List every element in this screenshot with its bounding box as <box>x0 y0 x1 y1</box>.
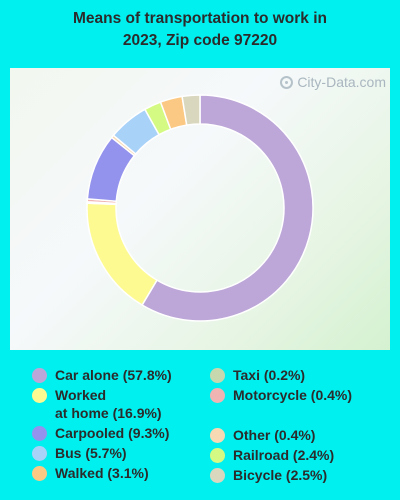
chart-title-text: Means of transportation to work in 2023, … <box>72 10 328 49</box>
legend-item: Bus (5.7%) <box>32 444 202 462</box>
donut-slice-1 <box>141 94 314 322</box>
legend-swatch <box>32 426 47 441</box>
legend-item: Other (0.4%) <box>210 426 400 444</box>
donut-slice-2 <box>86 202 158 307</box>
legend-label: Worked at home (16.9%) <box>55 387 162 421</box>
legend-label: Motorcycle (0.4%) <box>233 387 353 403</box>
legend-item: Walked (3.1%) <box>32 464 202 482</box>
legend-item: Car alone (57.8%) <box>32 366 202 384</box>
legend-item: Worked at home (16.9%) <box>32 386 202 422</box>
legend-item: Bicycle (2.5%) <box>210 466 400 484</box>
legend-label: Carpooled (9.3%) <box>55 425 170 441</box>
legend-column-1: Car alone (57.8%) Worked at home (16.9%) Ca… <box>32 366 202 484</box>
legend-label: Bicycle (2.5%) <box>233 467 328 483</box>
legend-item: Railroad (2.4%) <box>210 446 400 464</box>
donut-chart <box>86 94 314 322</box>
watermark-logo-icon <box>280 75 294 89</box>
legend-swatch <box>210 388 225 403</box>
legend-label: Taxi (0.2%) <box>233 367 306 383</box>
legend-label: Other (0.4%) <box>233 427 316 443</box>
legend-label: Walked (3.1%) <box>55 465 149 481</box>
legend-swatch <box>210 428 225 443</box>
legend-swatch <box>32 466 47 481</box>
legend-item: Taxi (0.2%) <box>210 366 400 384</box>
watermark-text: City-Data.com <box>297 74 386 90</box>
donut-slice-10 <box>181 94 201 126</box>
watermark: City-Data.com <box>280 74 386 90</box>
legend-item: Carpooled (9.3%) <box>32 424 202 442</box>
legend-swatch <box>32 368 47 383</box>
legend-swatch <box>210 368 225 383</box>
legend-swatch <box>32 388 47 403</box>
legend-swatch <box>32 446 47 461</box>
legend-label: Car alone (57.8%) <box>55 367 172 383</box>
legend-swatch <box>210 468 225 483</box>
legend-item <box>210 406 400 424</box>
legend-item: Motorcycle (0.4%) <box>210 386 400 404</box>
legend-label: Bus (5.7%) <box>55 445 127 461</box>
legend-swatch <box>210 448 225 463</box>
legend-label: Railroad (2.4%) <box>233 447 335 463</box>
legend-column-2: Taxi (0.2%) Motorcycle (0.4%) Other (0.4%)… <box>210 366 400 486</box>
chart-title: Means of transportation to work in 2023, … <box>0 8 400 52</box>
